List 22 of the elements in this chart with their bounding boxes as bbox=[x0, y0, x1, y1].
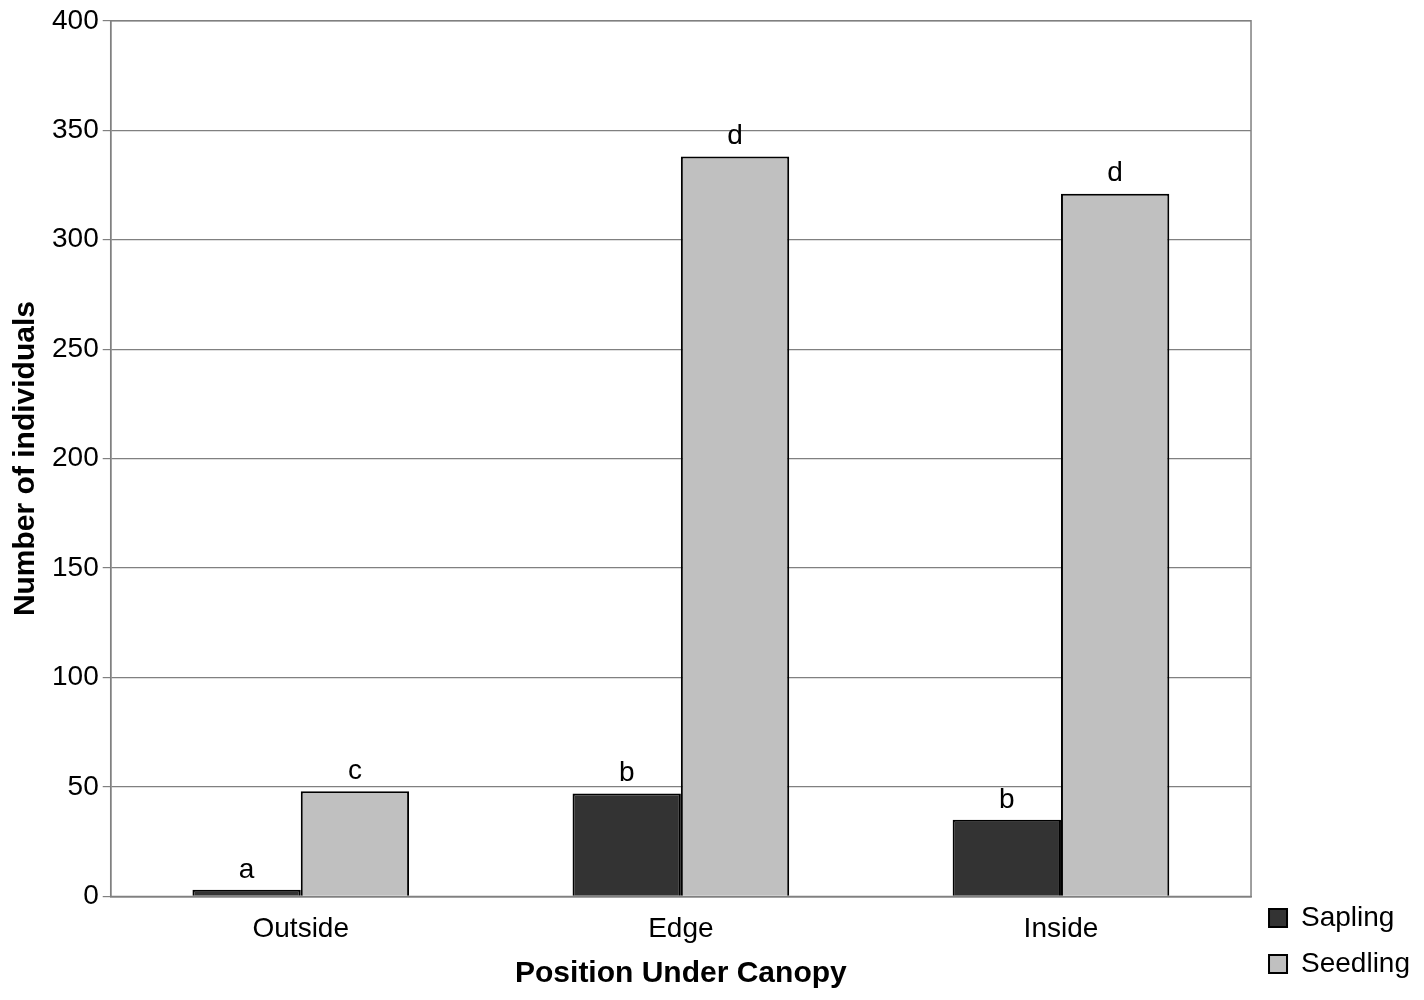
legend-label: Seedling bbox=[1301, 946, 1411, 978]
data-label: d bbox=[1107, 156, 1123, 188]
y-tick-label: 200 bbox=[52, 441, 99, 473]
y-tick-label: 50 bbox=[67, 769, 99, 801]
y-tick-label: 150 bbox=[52, 550, 99, 582]
y-tick-label: 250 bbox=[52, 331, 99, 363]
data-label: b bbox=[999, 782, 1015, 814]
x-tick-label: Edge bbox=[648, 911, 714, 943]
x-tick-label: Outside bbox=[252, 911, 350, 943]
y-tick-label: 400 bbox=[52, 3, 99, 35]
data-label: b bbox=[618, 756, 635, 788]
y-tick-label: 0 bbox=[83, 879, 99, 911]
y-tick-label: 300 bbox=[52, 222, 99, 254]
x-axis-title: Position Under Canopy bbox=[515, 955, 848, 989]
y-tick-label: 100 bbox=[52, 660, 99, 692]
x-tick-label: Inside bbox=[1023, 911, 1099, 943]
data-label: d bbox=[727, 119, 743, 151]
data-label: a bbox=[238, 852, 255, 884]
y-axis-title: Number of individuals bbox=[7, 301, 41, 617]
data-label: c bbox=[347, 754, 362, 786]
legend-label: Sapling bbox=[1301, 900, 1395, 932]
y-tick-label: 350 bbox=[52, 112, 99, 144]
